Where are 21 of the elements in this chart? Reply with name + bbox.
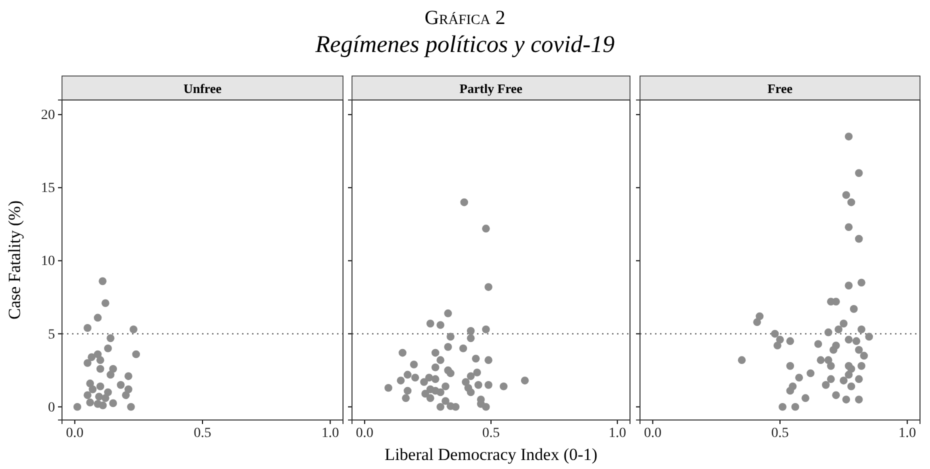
chart-title: Partly Free <box>460 81 523 96</box>
y-tick-label: 15 <box>41 181 55 196</box>
y-tick-label: 5 <box>48 327 55 342</box>
y-tick-label: 0 <box>48 400 55 416</box>
y-axis-title: Case Fatality (%) <box>5 200 24 320</box>
x-tick-label: 0.5 <box>771 426 789 441</box>
x-tick-label: 1.0 <box>608 426 626 441</box>
text: Regímenes políticos y covid-19 <box>314 32 615 58</box>
chart-title: Unfree <box>183 81 222 96</box>
x-tick-label: 0.5 <box>194 426 212 441</box>
x-tick-label: 1.0 <box>321 426 339 441</box>
x-tick-label: 0.0 <box>356 426 374 441</box>
x-tick-label: 0.0 <box>644 426 662 441</box>
text: Gráfica 2 <box>424 7 506 29</box>
x-tick-label: 1.0 <box>898 426 916 441</box>
x-tick-label: 0.0 <box>66 426 84 441</box>
chart-title: Free <box>767 81 793 96</box>
y-tick-label: 20 <box>41 108 55 124</box>
y-tick-label: 10 <box>41 254 55 270</box>
x-tick-label: 0.5 <box>482 426 500 441</box>
x-axis-title: Liberal Democracy Index (0-1) <box>384 445 598 464</box>
